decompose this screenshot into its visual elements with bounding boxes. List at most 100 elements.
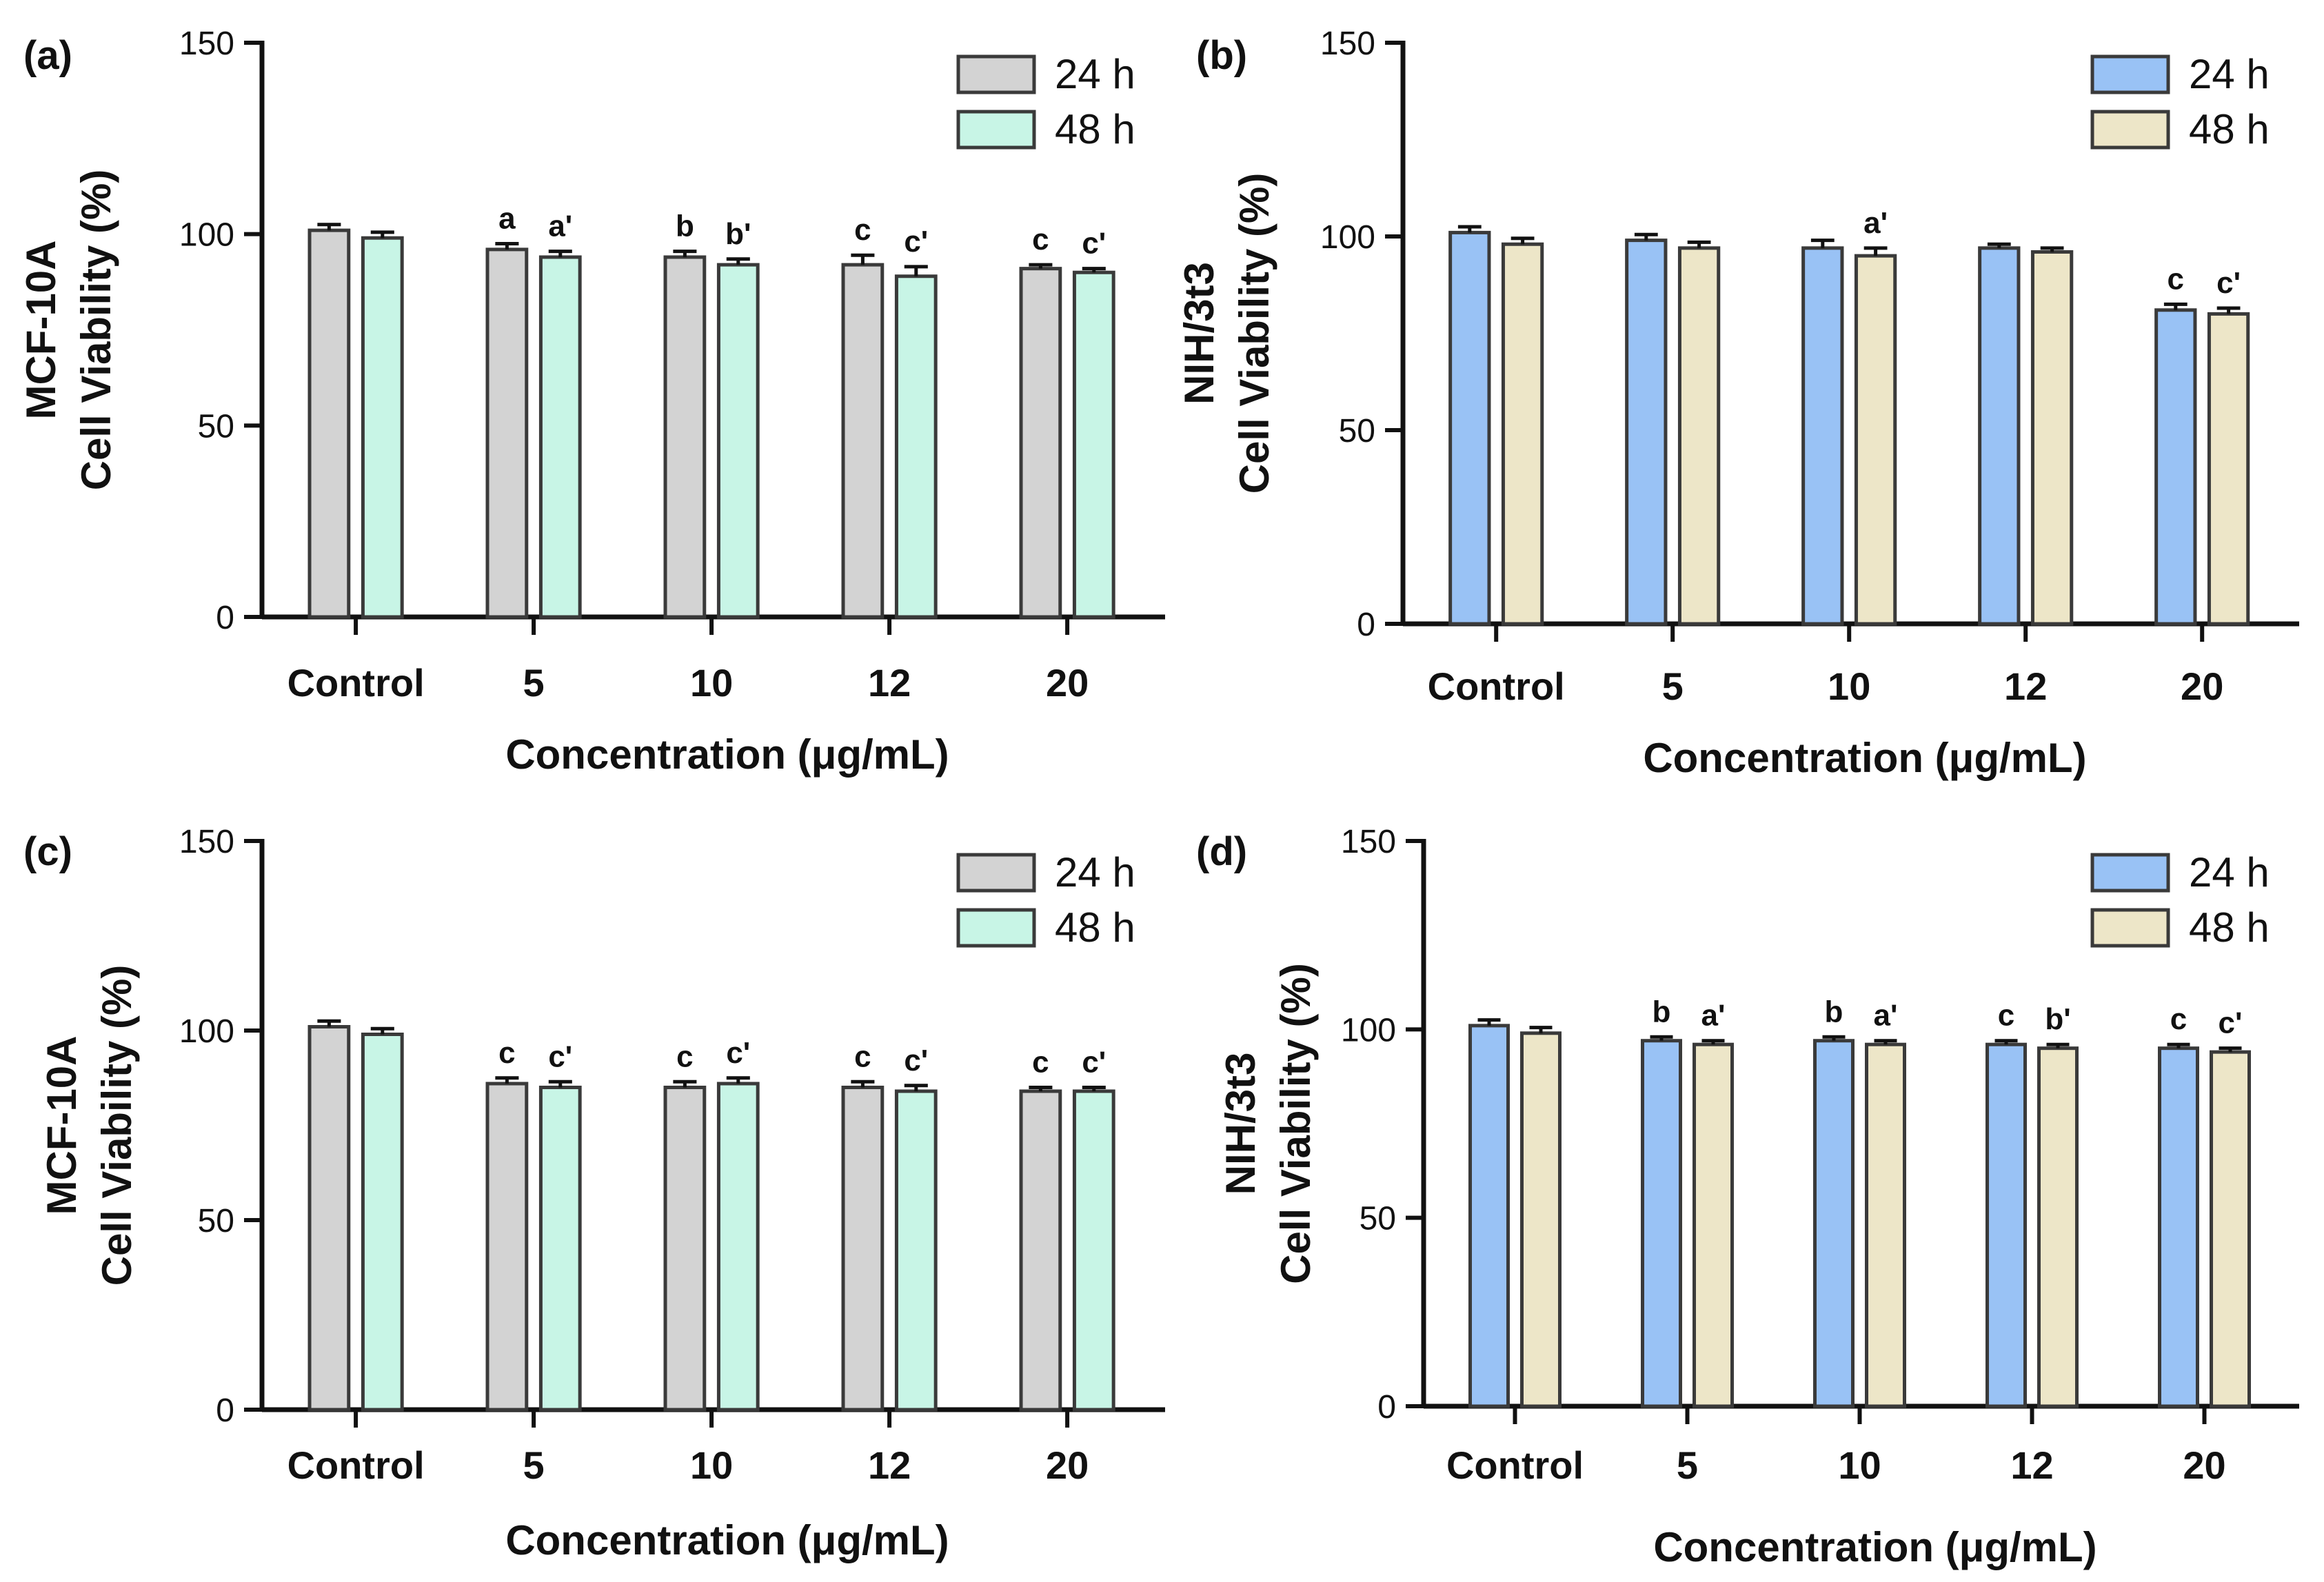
significance-label: a' <box>548 210 572 243</box>
legend-label: 48 h <box>1055 904 1135 951</box>
x-tick-label: 5 <box>523 661 545 704</box>
y-axis-title-line2: Cell Viability (%) <box>73 170 119 491</box>
x-tick-label: 20 <box>2183 1443 2225 1487</box>
y-tick-label: 100 <box>1341 1012 1396 1048</box>
panel-label: (d) <box>1196 829 1247 874</box>
bar-24h <box>485 247 529 619</box>
y-tick-label: 100 <box>1320 219 1375 256</box>
bar-48h <box>894 1089 938 1412</box>
bar-48h <box>1677 246 1721 626</box>
significance-label: b <box>1653 995 1671 1028</box>
panel-label: (c) <box>23 829 72 874</box>
significance-label: c <box>854 213 871 247</box>
significance-label: c' <box>726 1036 750 1070</box>
significance-label: c' <box>904 225 928 258</box>
bar-48h <box>1854 254 1897 626</box>
bar-24h <box>841 1086 885 1412</box>
significance-label: a' <box>1874 999 1898 1033</box>
significance-label: a' <box>1863 206 1888 240</box>
y-tick-label: 150 <box>1320 26 1375 62</box>
x-tick-label: 10 <box>1828 665 1870 708</box>
significance-label: c <box>676 1040 693 1073</box>
significance-label: c <box>498 1036 515 1070</box>
bar-24h <box>1985 1042 2027 1408</box>
y-axis-title-line1: NIH/3t3 <box>1217 1053 1264 1195</box>
y-tick-label: 0 <box>1377 1389 1396 1426</box>
legend-swatch <box>956 54 1036 94</box>
bar-48h <box>1520 1031 1562 1408</box>
y-tick-label: 50 <box>198 408 234 445</box>
legend-swatch <box>2090 908 2170 948</box>
significance-label: c' <box>2216 266 2241 300</box>
y-axis-title-line1: MCF-10A <box>18 240 64 419</box>
y-tick-label: 100 <box>179 1013 234 1050</box>
x-tick-label: 20 <box>2181 665 2223 708</box>
x-tick-label: 20 <box>1046 661 1089 704</box>
bar-24h <box>1801 246 1844 626</box>
bar-48h <box>1501 242 1544 626</box>
bar-48h <box>2037 1046 2079 1408</box>
bar-24h <box>1019 267 1062 619</box>
bar-48h <box>538 255 582 619</box>
bar-48h <box>2030 250 2074 626</box>
significance-label: b' <box>2045 1002 2070 1036</box>
significance-label: c <box>1998 999 2014 1033</box>
bar-48h <box>361 236 404 619</box>
legend-label: 48 h <box>2189 904 2270 951</box>
chart-panel-3: (c) 0 50 100 150 Control 5 c c' 10 c c' 12 c c' 20 c c' 24… <box>23 824 1165 1563</box>
legend-label: 48 h <box>2189 106 2270 152</box>
y-axis-title-line1: NIH/3t3 <box>1176 262 1222 405</box>
x-tick-label: 12 <box>2004 665 2047 708</box>
x-tick-label: Control <box>1428 665 1565 708</box>
y-tick-label: 150 <box>1341 824 1396 860</box>
x-tick-label: 12 <box>2010 1443 2053 1487</box>
y-axis-title-line2: Cell Viability (%) <box>94 965 140 1286</box>
significance-label: c' <box>1082 227 1106 261</box>
bar-48h <box>1865 1042 1906 1408</box>
bar-48h <box>538 1086 582 1412</box>
significance-label: a <box>498 202 516 236</box>
legend-swatch <box>956 110 1036 150</box>
x-tick-label: 12 <box>868 661 911 704</box>
bar-24h <box>663 1086 707 1412</box>
panel-label: (a) <box>23 33 72 78</box>
legend-swatch <box>2090 54 2170 94</box>
bar-24h <box>663 255 707 619</box>
bar-24h <box>307 228 351 619</box>
x-tick-label: 10 <box>1838 1443 1881 1487</box>
y-tick-label: 150 <box>179 26 234 62</box>
legend-swatch <box>2090 853 2170 893</box>
legend-label: 24 h <box>1055 51 1135 97</box>
bar-48h <box>716 1082 760 1412</box>
bar-24h <box>1813 1039 1855 1408</box>
y-axis-title-line2: Cell Viability (%) <box>1273 963 1319 1284</box>
bar-48h <box>1693 1042 1734 1408</box>
chart-panel-2: (b) 0 50 100 150 Control 5 10 a' 12 20 c c' 24 h 48 h N… <box>1176 26 2299 781</box>
bar-48h <box>1072 1089 1115 1412</box>
legend-label: 48 h <box>1055 106 1135 152</box>
bar-24h <box>1019 1089 1062 1412</box>
significance-label: c' <box>1082 1046 1106 1079</box>
significance-label: a' <box>1701 999 1726 1033</box>
legend-swatch <box>956 853 1036 893</box>
bar-24h <box>1448 230 1491 626</box>
legend-label: 24 h <box>2189 51 2270 97</box>
legend-swatch <box>2090 110 2170 150</box>
x-tick-label: Control <box>287 661 425 704</box>
significance-label: c' <box>2219 1006 2243 1040</box>
bar-24h <box>1978 246 2021 626</box>
significance-label: c <box>2170 1002 2187 1036</box>
bar-24h <box>485 1082 529 1412</box>
bar-24h <box>1468 1024 1510 1408</box>
bar-24h <box>307 1025 351 1412</box>
chart-panel-4: (d) 0 50 100 150 Control 5 b a' 10 b a' 12 c b' 20 c c' 24… <box>1196 824 2299 1570</box>
x-axis-title: Concentration (μg/mL) <box>505 1517 949 1563</box>
significance-label: c' <box>904 1044 928 1077</box>
bar-48h <box>716 263 760 619</box>
significance-label: c <box>2168 262 2184 296</box>
x-axis-title: Concentration (μg/mL) <box>1653 1524 2096 1570</box>
legend-label: 24 h <box>2189 849 2270 895</box>
x-tick-label: Control <box>1446 1443 1584 1487</box>
x-axis-title: Concentration (μg/mL) <box>505 731 949 778</box>
